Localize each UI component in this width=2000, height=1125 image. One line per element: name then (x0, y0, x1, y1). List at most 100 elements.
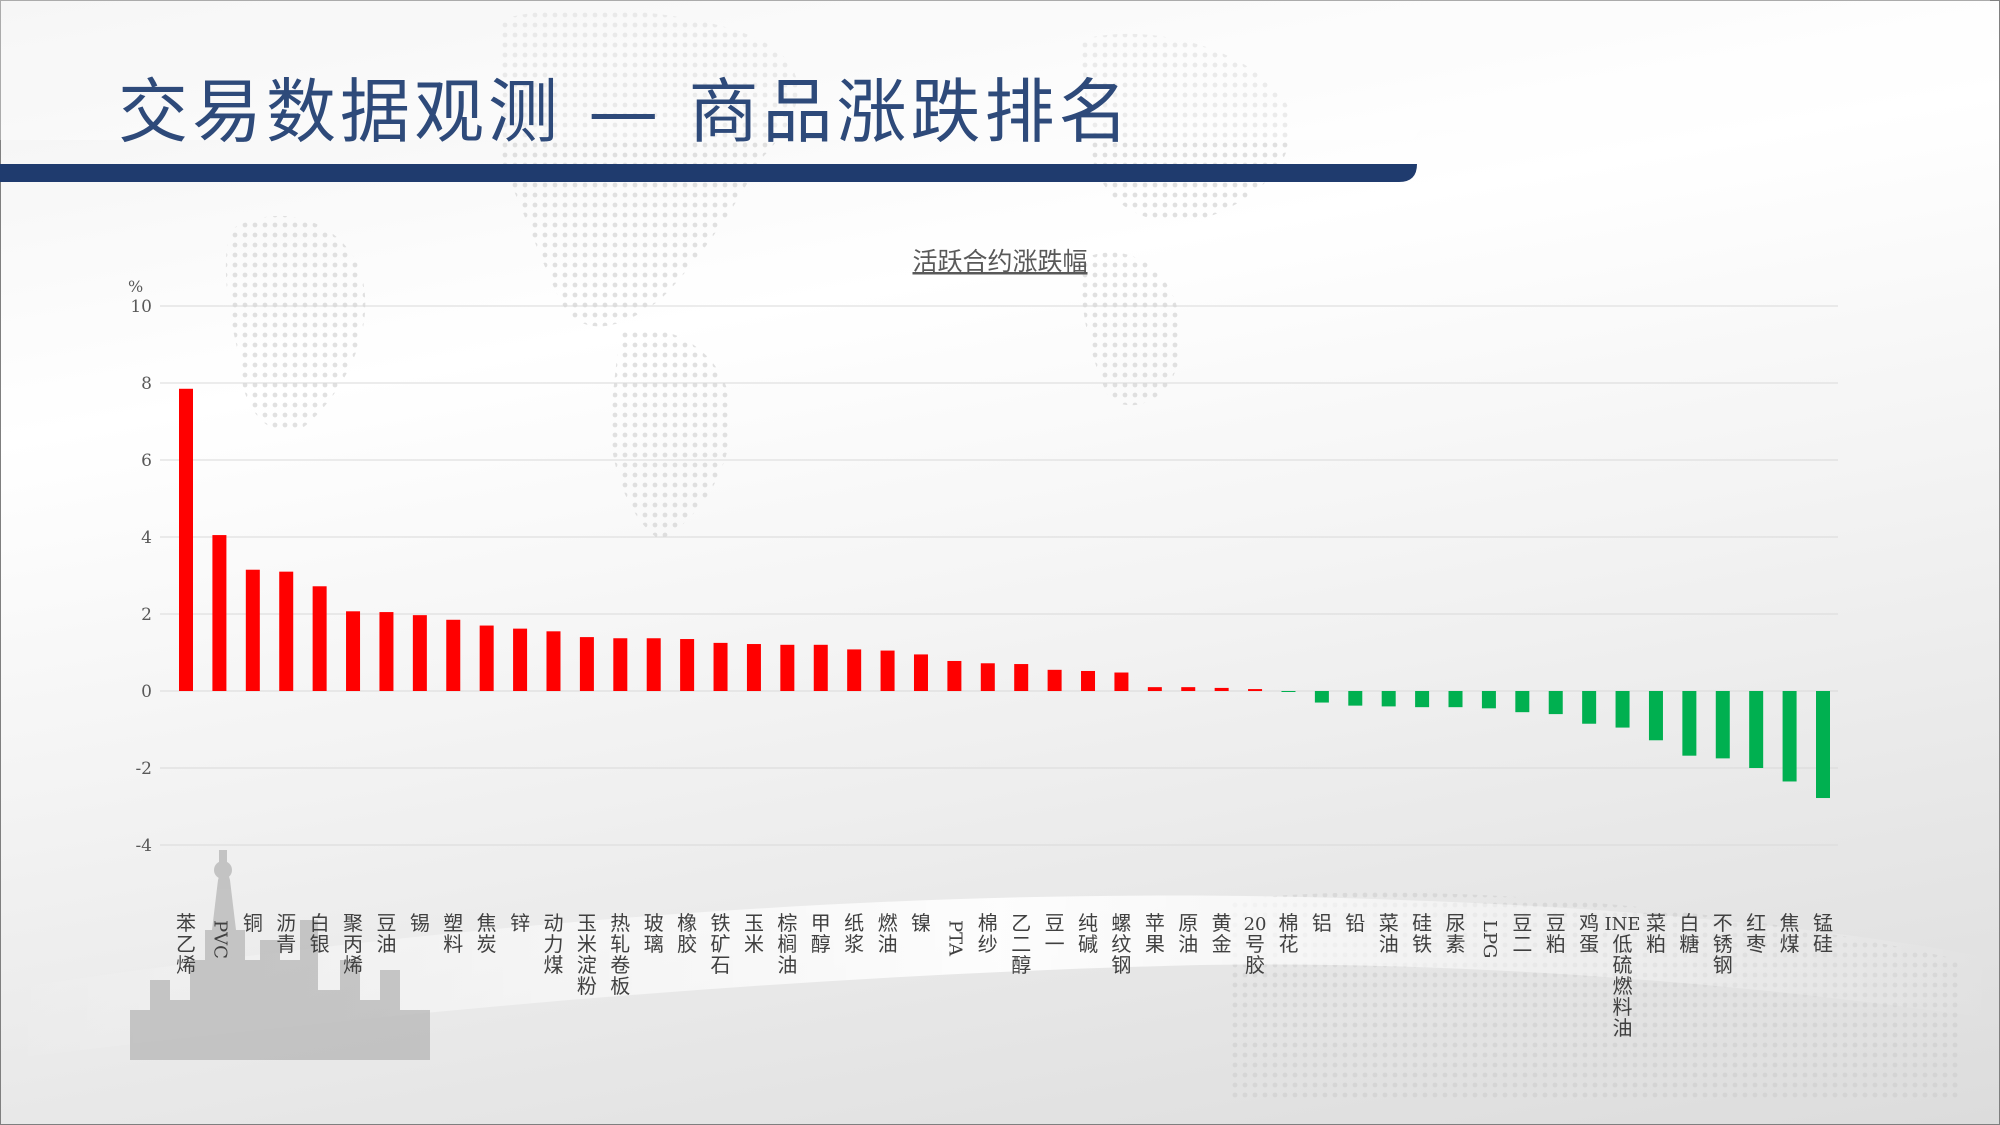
x-category-label: 橡胶 (677, 911, 697, 956)
x-category-label: 豆油 (376, 911, 396, 956)
x-category-label: 20 号胶 (1244, 914, 1267, 977)
bar (1548, 691, 1563, 715)
x-category-label: 苯乙烯 (176, 911, 196, 977)
bar (1682, 691, 1697, 756)
bar (913, 654, 928, 691)
bar (780, 644, 795, 691)
x-category-label: 白糖 (1679, 911, 1699, 956)
y-tick-label: 0 (141, 682, 152, 702)
x-category-label: 纯碱 (1078, 911, 1098, 956)
bars (179, 388, 1830, 799)
x-category-label: 棉花 (1278, 911, 1298, 956)
y-tick-label: 4 (141, 528, 152, 548)
bar (1515, 691, 1530, 713)
bar (1248, 689, 1263, 691)
x-category-label: 塑料 (443, 911, 463, 956)
bar (1381, 691, 1396, 707)
x-category-label: 原油 (1178, 911, 1198, 956)
x-category-label: 镍 (911, 911, 931, 935)
x-category-label: 不锈钢 (1713, 911, 1733, 977)
bar (1415, 691, 1430, 708)
bar (680, 639, 695, 691)
x-category-label: 玻璃 (644, 911, 664, 956)
bar (446, 619, 461, 691)
bar (813, 644, 828, 691)
x-category-label: 锰硅 (1813, 911, 1833, 956)
bar (513, 628, 528, 691)
bar (346, 611, 361, 691)
bar (746, 644, 761, 691)
y-tick-label: -2 (135, 759, 152, 779)
bar (479, 625, 494, 691)
x-category-label: 玉米 (744, 911, 764, 956)
x-category-label: 铅 (1345, 911, 1365, 935)
x-category-label: 铝 (1312, 911, 1332, 935)
y-axis-ticks: -4 -2 0 2 4 6 8 10 (130, 297, 152, 856)
x-category-label: 动力煤 (543, 911, 563, 977)
bar (880, 650, 895, 691)
bar (947, 660, 962, 691)
y-tick-label: 8 (141, 374, 152, 394)
x-category-label: PTA (944, 920, 965, 957)
x-category-label: 白银 (310, 911, 330, 956)
bar (1348, 691, 1363, 706)
x-category-label: 菜油 (1379, 911, 1399, 956)
bar (179, 388, 193, 691)
bar (279, 571, 294, 691)
chart-title: 活跃合约涨跌幅 (912, 247, 1087, 276)
bar (1715, 691, 1730, 759)
bar (1114, 672, 1129, 691)
x-category-label: 硅铁 (1412, 911, 1432, 956)
x-category-label: 棕榈油 (777, 911, 797, 977)
bar (646, 638, 661, 691)
x-category-label: 沥青 (276, 911, 296, 956)
bar (412, 615, 427, 691)
x-category-label: 黄金 (1212, 911, 1232, 956)
bar (379, 612, 394, 691)
bar (245, 569, 260, 691)
x-category-label: 菜粕 (1646, 911, 1666, 956)
bar (980, 663, 995, 691)
bar (613, 638, 628, 691)
x-category-label: 聚丙烯 (343, 911, 363, 977)
x-category-label: 锡 (410, 911, 430, 935)
bar (1816, 691, 1830, 799)
y-tick-label: 2 (141, 605, 152, 625)
x-axis-labels: 苯乙烯 PVC 铜沥青白银聚丙烯豆油锡 塑料焦炭锌 动力煤玉米淀粉热轧卷板玻璃橡胶铁矿石… (176, 911, 1833, 1040)
bar (1014, 664, 1029, 691)
x-category-label: 焦煤 (1780, 911, 1800, 956)
x-category-label: 焦炭 (477, 911, 497, 956)
x-category-label: 铜 (243, 911, 263, 935)
bar (847, 649, 862, 691)
bar (312, 586, 327, 691)
x-category-label: 燃油 (878, 911, 898, 956)
bar (579, 637, 594, 691)
bar (546, 631, 561, 691)
x-category-label: 尿素 (1446, 911, 1466, 956)
bar (1615, 691, 1630, 728)
header-band (0, 0, 1990, 182)
bar (1214, 687, 1229, 691)
bar (1582, 691, 1597, 724)
gridlines (160, 305, 1838, 846)
bar (1782, 691, 1797, 782)
x-category-label: 乙二醇 (1011, 911, 1031, 977)
bar (1281, 691, 1296, 692)
bar (713, 642, 728, 691)
x-category-label: LPG (1479, 920, 1500, 958)
bar (1147, 687, 1162, 691)
x-category-label: 纸浆 (844, 911, 864, 956)
white-swoosh (0, 895, 2000, 1060)
x-category-label: 棉纱 (978, 911, 998, 956)
bar (1047, 669, 1062, 691)
x-category-label: INE 低硫燃料油 (1605, 914, 1641, 1040)
x-category-label: 鸡蛋 (1579, 911, 1599, 956)
bar (1749, 691, 1764, 768)
x-category-label: 锌 (510, 911, 530, 935)
x-category-label: 螺纹钢 (1111, 911, 1131, 977)
bar (1314, 691, 1329, 703)
x-category-label: PVC (209, 920, 230, 959)
y-tick-label: 10 (130, 297, 152, 317)
